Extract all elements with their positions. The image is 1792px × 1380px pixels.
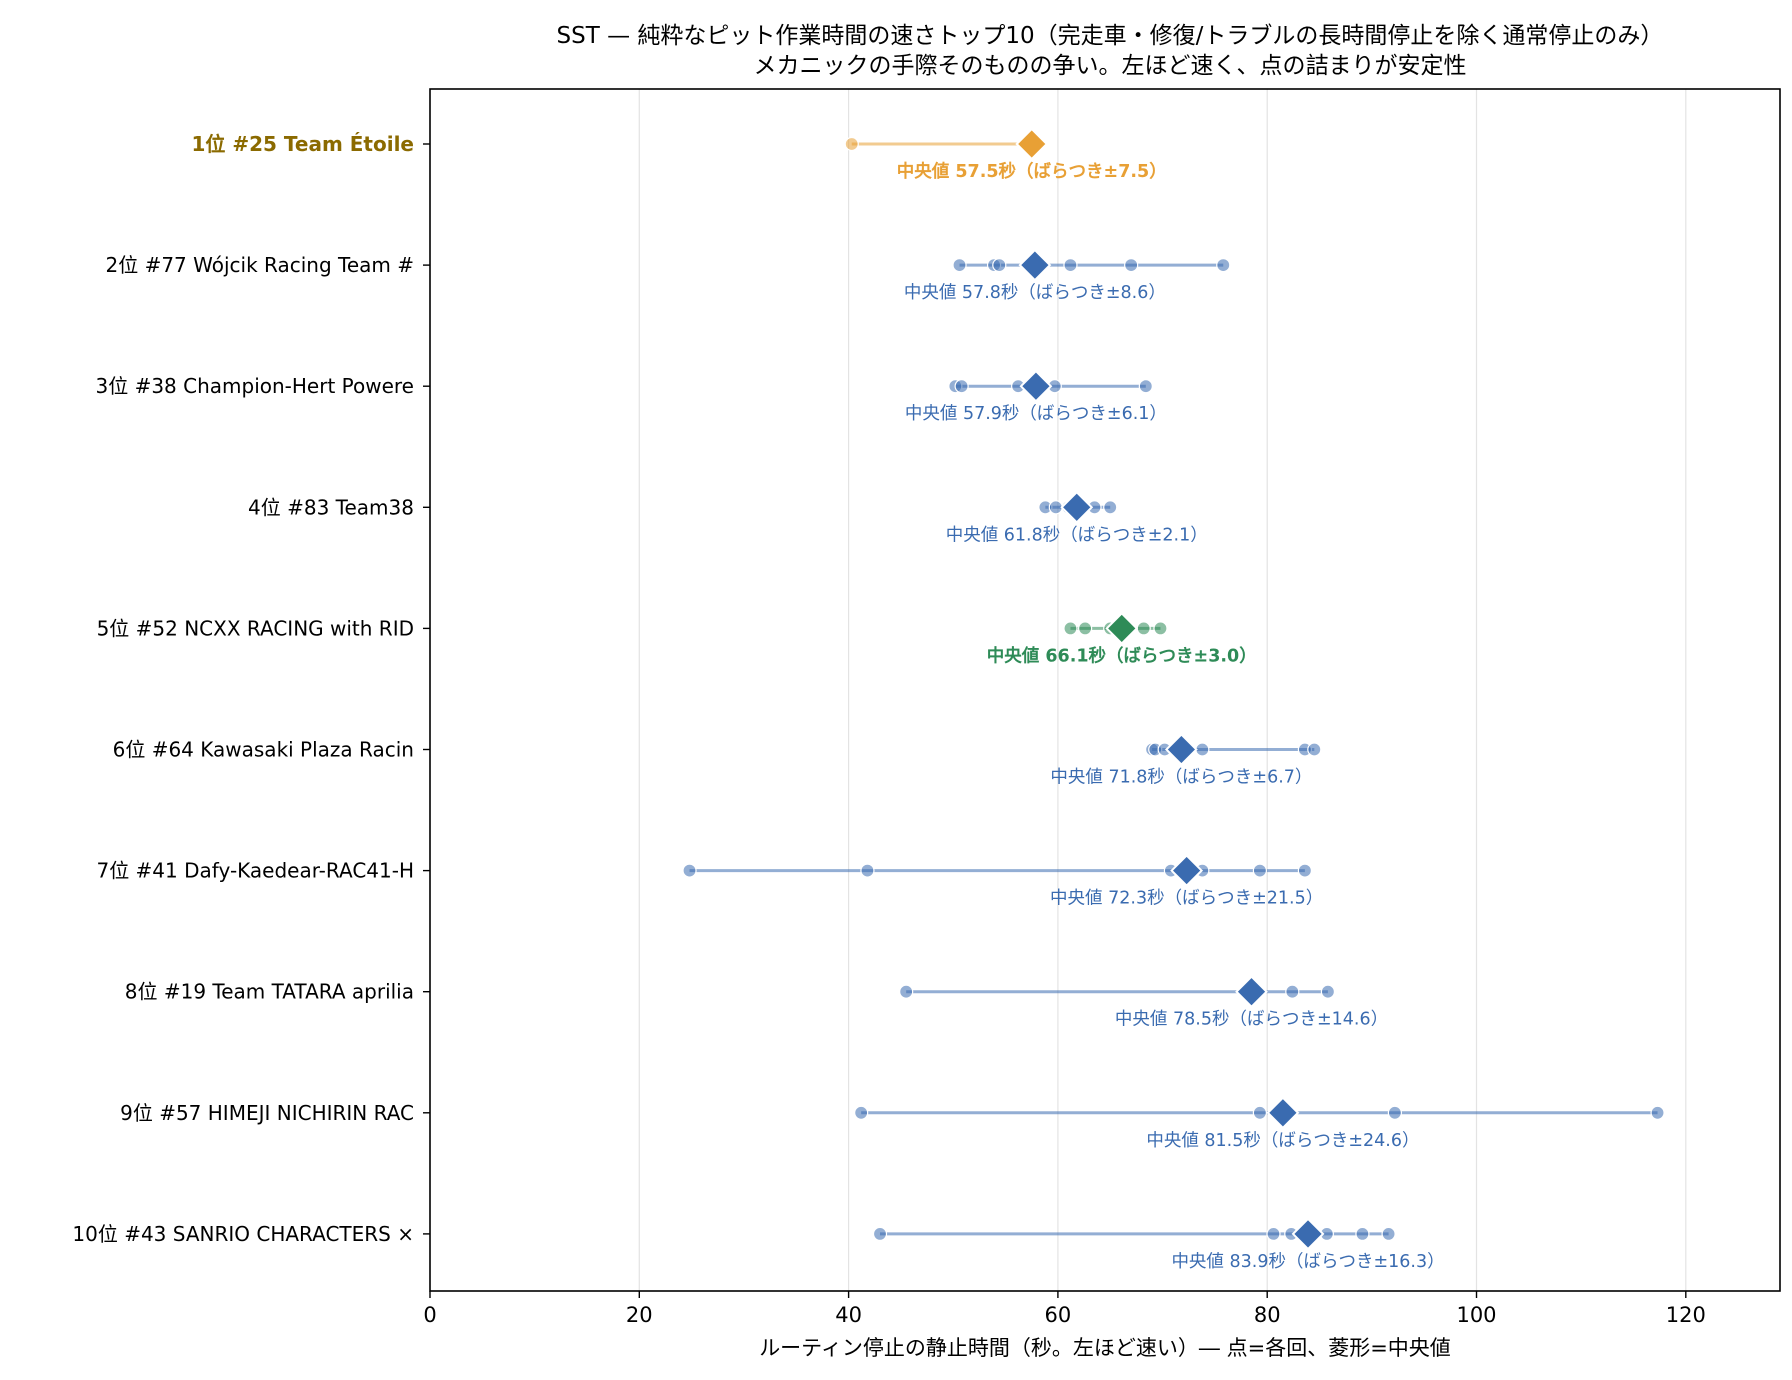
stop-point	[1297, 863, 1312, 878]
median-diamond	[1170, 854, 1204, 888]
chart-subtitle: メカニックの手際そのものの争い。左ほど速く、点の詰まりが安定性	[754, 53, 1467, 79]
stop-point	[1387, 1105, 1402, 1120]
median-label: 中央値 57.8秒（ばらつき±8.6）	[904, 283, 1166, 303]
stop-point	[952, 258, 967, 273]
stop-point	[1216, 258, 1231, 273]
median-label: 中央値 66.1秒（ばらつき±3.0）	[987, 645, 1257, 666]
median-label: 中央値 83.9秒（ばらつき±16.3）	[1171, 1252, 1444, 1272]
median-diamond	[1060, 490, 1094, 524]
x-tick-label: 40	[835, 1303, 862, 1327]
stop-point	[1252, 863, 1267, 878]
median-diamond	[1019, 369, 1053, 403]
median-diamond	[1105, 611, 1139, 645]
stop-point	[1285, 984, 1300, 999]
median-label: 中央値 61.8秒（ばらつき±2.1）	[946, 525, 1208, 545]
row-series: 中央値 57.9秒（ばらつき±6.1）	[905, 369, 1167, 424]
y-tick-label: 3位 #38 Champion-Hert Powere	[95, 374, 414, 398]
stop-point	[1138, 379, 1153, 394]
median-label: 中央値 57.9秒（ばらつき±6.1）	[905, 404, 1167, 424]
stop-point	[1063, 621, 1078, 636]
stop-point	[1136, 621, 1151, 636]
row-series: 中央値 78.5秒（ばらつき±14.6）	[899, 975, 1388, 1030]
stop-point	[992, 258, 1007, 273]
row-series: 中央値 72.3秒（ばらつき±21.5）	[682, 854, 1323, 909]
y-tick-label: 9位 #57 HIMEJI NICHIRIN RAC	[120, 1101, 414, 1125]
row-series: 中央値 81.5秒（ばらつき±24.6）	[854, 1096, 1665, 1151]
stop-point	[682, 863, 697, 878]
row-series: 中央値 61.8秒（ばらつき±2.1）	[946, 490, 1208, 545]
x-tick-label: 0	[423, 1303, 436, 1327]
stop-point	[1063, 258, 1078, 273]
row-series: 中央値 66.1秒（ばらつき±3.0）	[987, 611, 1257, 666]
row-series: 中央値 71.8秒（ばらつき±6.7）	[1050, 733, 1322, 788]
y-tick-label: 1位 #25 Team Étoile	[191, 132, 414, 156]
y-tick-label: 5位 #52 NCXX RACING with RID	[97, 616, 414, 640]
y-tick-label: 10位 #43 SANRIO CHARACTERS ×	[72, 1222, 414, 1246]
plot-frame	[429, 88, 1781, 1292]
row-series: 中央値 57.8秒（ばらつき±8.6）	[904, 248, 1231, 303]
stop-point	[1266, 1226, 1281, 1242]
stop-point	[899, 984, 914, 999]
y-tick-label: 7位 #41 Dafy-Kaedear-RAC41-H	[96, 859, 414, 883]
median-diamond	[1018, 248, 1052, 282]
stop-point	[1252, 1105, 1267, 1120]
y-tick-label: 6位 #64 Kawasaki Plaza Racin	[113, 738, 414, 762]
chart-title: SST — 純粋なピット作業時間の速さトップ10（完走車・修復/トラブルの長時間…	[557, 23, 1664, 49]
median-diamond	[1015, 127, 1049, 161]
stop-point	[1124, 258, 1139, 273]
stop-point	[1381, 1226, 1396, 1242]
median-diamond	[1266, 1096, 1300, 1130]
x-axis-label: ルーティン停止の静止時間（秒。左ほど速い）― 点=各回、菱形=中央値	[759, 1336, 1451, 1360]
stop-point	[1650, 1105, 1665, 1120]
median-diamond	[1291, 1217, 1325, 1251]
x-tick-label: 80	[1254, 1303, 1281, 1327]
median-label: 中央値 71.8秒（ばらつき±6.7）	[1050, 768, 1312, 788]
stop-point	[1103, 500, 1118, 515]
x-tick-label: 100	[1456, 1303, 1496, 1327]
stop-point	[844, 136, 859, 152]
median-diamond	[1164, 733, 1198, 766]
stop-point	[1078, 621, 1093, 636]
median-label: 中央値 57.5秒（ばらつき±7.5）	[897, 161, 1167, 182]
stop-point	[1320, 984, 1336, 999]
y-tick-label: 4位 #83 Team38	[248, 495, 414, 519]
stop-point	[1307, 742, 1322, 757]
series-layer: 中央値 57.5秒（ばらつき±7.5） 中央値 57.8秒（ばらつき±8.6） 中央…	[682, 127, 1665, 1272]
x-tick-label: 20	[626, 1303, 653, 1327]
stop-point	[954, 379, 969, 394]
median-diamond	[1235, 975, 1268, 1009]
median-label: 中央値 78.5秒（ばらつき±14.6）	[1115, 1010, 1388, 1030]
row-series: 中央値 83.9秒（ばらつき±16.3）	[872, 1217, 1445, 1272]
grid-layer	[638, 89, 1687, 1291]
stop-point	[1355, 1226, 1370, 1242]
axis-layer: 0 20 40 60 80 100 120 1位 #25 Team Étoile 2位 #77 …	[72, 132, 1705, 1327]
stop-point	[854, 1105, 869, 1120]
y-tick-label: 2位 #77 Wójcik Racing Team #	[105, 253, 414, 277]
median-label: 中央値 72.3秒（ばらつき±21.5）	[1050, 889, 1323, 909]
y-tick-label: 8位 #19 Team TATARA aprilia	[125, 980, 414, 1004]
median-label: 中央値 81.5秒（ばらつき±24.6）	[1146, 1131, 1419, 1151]
row-series: 中央値 57.5秒（ばらつき±7.5）	[844, 127, 1167, 182]
stop-point	[1153, 621, 1168, 636]
x-tick-label: 120	[1666, 1303, 1706, 1327]
stop-point	[860, 863, 875, 878]
stop-point	[872, 1226, 888, 1242]
x-tick-label: 60	[1045, 1303, 1072, 1327]
